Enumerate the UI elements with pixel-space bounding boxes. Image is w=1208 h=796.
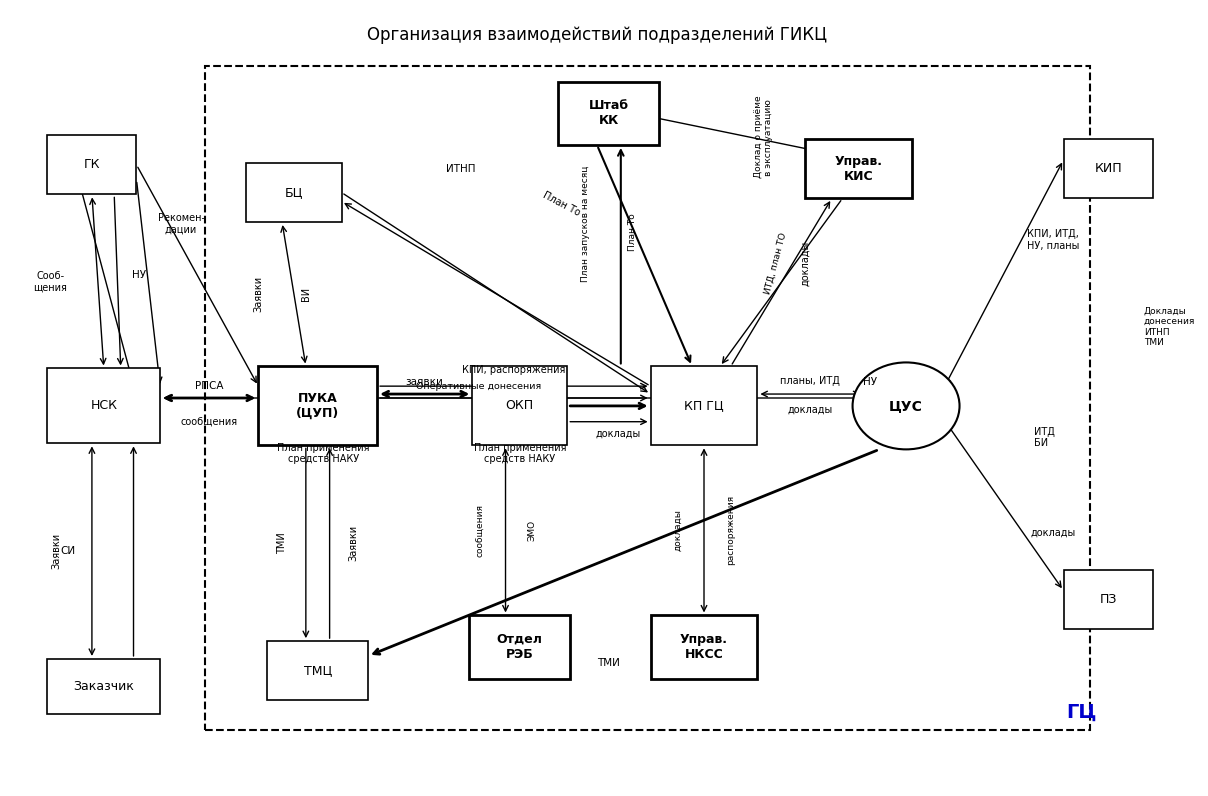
Text: План применения
средств НАКУ: План применения средств НАКУ xyxy=(474,443,567,464)
Text: Управ.
КИС: Управ. КИС xyxy=(835,154,883,183)
Text: ТМИ: ТМИ xyxy=(277,533,288,554)
Text: Организация взаимодействий подразделений ГИКЦ: Организация взаимодействий подразделений… xyxy=(367,26,827,45)
Text: Заказчик: Заказчик xyxy=(74,680,134,693)
Text: Доклады
донесения
ИТНП
ТМИ: Доклады донесения ИТНП ТМИ xyxy=(1144,306,1195,347)
Ellipse shape xyxy=(853,362,959,450)
Text: ЭМО: ЭМО xyxy=(527,520,536,541)
Text: План применения
средств НАКУ: План применения средств НАКУ xyxy=(278,443,370,464)
Text: ПУКА
(ЦУП): ПУКА (ЦУП) xyxy=(296,392,339,420)
Text: ПЗ: ПЗ xyxy=(1099,593,1116,606)
Bar xyxy=(47,135,137,194)
Text: БЦ: БЦ xyxy=(285,186,303,199)
Text: ГЦ: ГЦ xyxy=(1067,703,1097,722)
Bar xyxy=(469,615,570,679)
Text: заявки: заявки xyxy=(406,377,443,387)
Text: ЦУС: ЦУС xyxy=(889,399,923,413)
Text: доклады: доклады xyxy=(788,405,834,415)
Text: Управ.
НКСС: Управ. НКСС xyxy=(680,633,728,661)
Text: ГК: ГК xyxy=(83,158,100,171)
Text: РПСА: РПСА xyxy=(194,381,223,391)
Text: НУ: НУ xyxy=(864,377,877,387)
Text: ТМИ: ТМИ xyxy=(598,657,621,668)
Text: Отдел
РЭБ: Отдел РЭБ xyxy=(496,633,542,661)
Text: доклады: доклады xyxy=(800,241,811,287)
Text: ТМЦ: ТМЦ xyxy=(303,664,332,677)
Text: Заявки: Заявки xyxy=(254,276,263,312)
Text: КПИ, ИТД,
НУ, планы: КПИ, ИТД, НУ, планы xyxy=(1027,229,1080,251)
Text: Доклад о приёме
в эксплуатацию: Доклад о приёме в эксплуатацию xyxy=(754,96,773,178)
Bar xyxy=(558,82,660,145)
Bar xyxy=(47,659,161,714)
Text: План То: План То xyxy=(628,213,637,251)
Text: распоряжения: распоряжения xyxy=(726,495,734,565)
Text: планы, ИТД: планы, ИТД xyxy=(780,376,841,385)
Text: План запусков на месяц: План запусков на месяц xyxy=(581,166,590,283)
Bar xyxy=(1063,570,1152,629)
Text: доклады: доклады xyxy=(1030,528,1076,537)
Text: ИТД, план ТО: ИТД, план ТО xyxy=(762,232,788,295)
Bar xyxy=(651,366,757,446)
Text: Заявки: Заявки xyxy=(51,533,62,569)
Bar xyxy=(259,366,377,446)
Bar xyxy=(246,163,342,222)
Text: Оперативные донесения: Оперативные донесения xyxy=(416,381,541,391)
Bar xyxy=(472,366,568,446)
Text: Штаб
КК: Штаб КК xyxy=(588,100,629,127)
Bar xyxy=(1063,139,1152,198)
Bar xyxy=(805,139,912,198)
Text: ИТД
БИ: ИТД БИ xyxy=(1034,427,1056,448)
Text: КИП: КИП xyxy=(1094,162,1122,175)
Text: НУ: НУ xyxy=(133,271,146,280)
Text: КПИ, распоряжения: КПИ, распоряжения xyxy=(463,365,565,376)
Bar xyxy=(651,615,757,679)
Bar xyxy=(267,641,368,700)
Text: Сооб-
щения: Сооб- щения xyxy=(34,271,68,292)
Bar xyxy=(205,66,1091,730)
Text: КП ГЦ: КП ГЦ xyxy=(684,400,724,412)
Text: доклады: доклады xyxy=(596,428,641,439)
Text: сообщения: сообщения xyxy=(181,417,238,427)
Text: ИТНП: ИТНП xyxy=(446,164,475,174)
Text: План То: План То xyxy=(541,190,582,218)
Text: НСК: НСК xyxy=(91,400,117,412)
Text: Рекомен-
дации: Рекомен- дации xyxy=(157,213,204,235)
Text: СИ: СИ xyxy=(60,546,76,556)
Bar xyxy=(47,369,161,443)
Text: Заявки: Заявки xyxy=(348,525,359,561)
Text: доклады: доклады xyxy=(673,509,683,552)
Text: ОКП: ОКП xyxy=(506,400,534,412)
Text: сообщения: сообщения xyxy=(476,504,486,557)
Text: ВИ: ВИ xyxy=(301,287,310,302)
